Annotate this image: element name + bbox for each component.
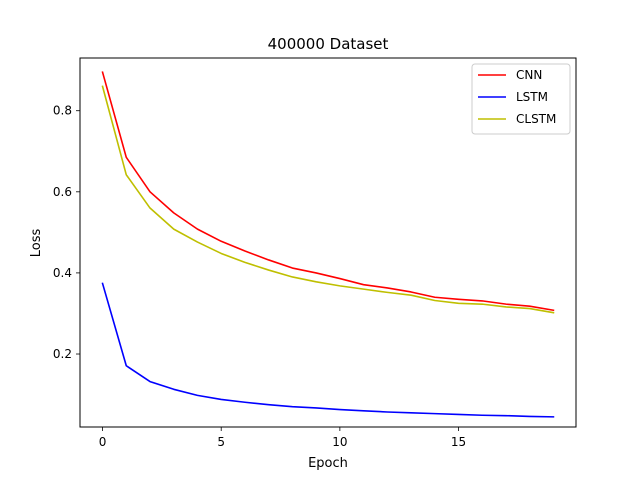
y-axis-label: Loss <box>29 229 44 258</box>
x-axis-label: Epoch <box>308 456 348 471</box>
series-line-lstm <box>101 282 555 418</box>
x-tick-label: 5 <box>217 435 225 449</box>
plot-area <box>79 57 577 428</box>
y-tick-label: 0.4 <box>53 266 72 280</box>
axes-frame <box>79 57 577 428</box>
series-line-clstm <box>101 85 555 314</box>
x-tick-label: 10 <box>332 435 347 449</box>
chart-title: 400000 Dataset <box>268 35 389 53</box>
y-tick-label: 0.6 <box>53 185 72 199</box>
series-layer <box>101 71 555 418</box>
legend-label: LSTM <box>516 90 548 104</box>
legend-label: CLSTM <box>516 112 556 126</box>
series-line-cnn <box>101 71 555 312</box>
legend-box <box>471 63 571 135</box>
y-tick-label: 0.8 <box>53 104 72 118</box>
x-tick-label: 15 <box>451 435 466 449</box>
y-tick-label: 0.2 <box>53 347 72 361</box>
x-tick-label: 0 <box>99 435 107 449</box>
legend: CNN LSTM CLSTM <box>471 63 571 135</box>
y-axis-ticks: 0.2 0.4 0.6 0.8 <box>53 104 80 361</box>
x-axis-ticks: 0 5 10 15 <box>99 427 466 449</box>
legend-label: CNN <box>516 68 542 82</box>
